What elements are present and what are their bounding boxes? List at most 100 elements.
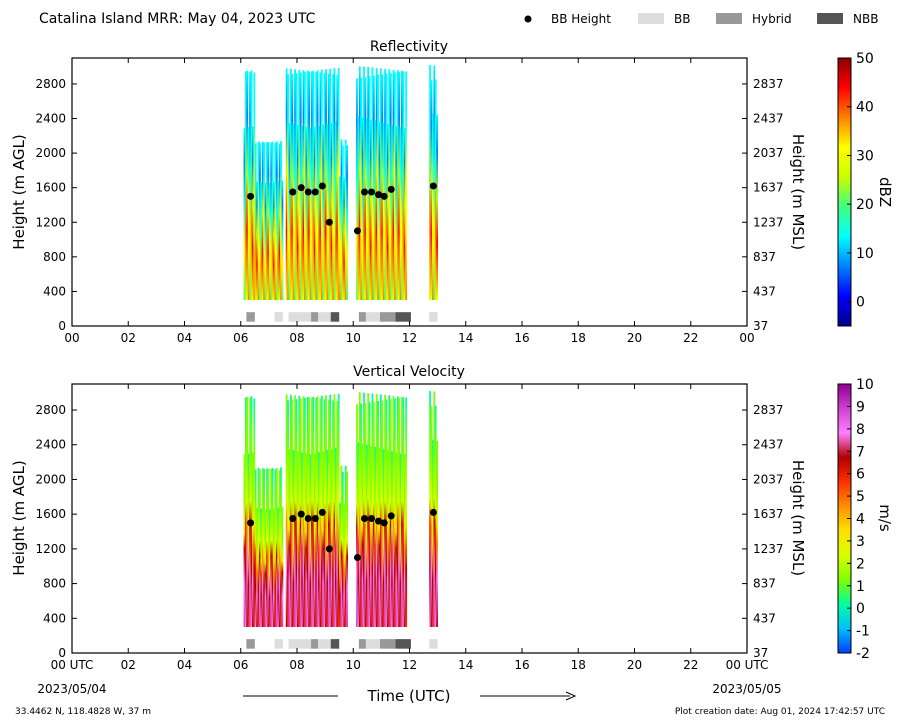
y-tick-label: 0	[58, 319, 66, 333]
legend-bb-height-marker	[524, 15, 532, 23]
bb-type-hybrid-bar	[246, 312, 255, 322]
data-column	[246, 70, 249, 301]
data-column	[315, 71, 318, 301]
legend-bb-label: BB	[674, 12, 690, 26]
data-column	[288, 449, 291, 627]
y-tick-label: 0	[58, 646, 66, 660]
data-column	[367, 393, 370, 627]
data-column	[285, 68, 288, 301]
data-column	[247, 127, 250, 301]
reflectivity-colorbar: 50 40 30 20 10 0	[837, 51, 874, 327]
data-column	[268, 182, 271, 301]
data-column	[304, 71, 306, 301]
y-tick-label: 2400	[35, 112, 66, 126]
x-tick-label: 00 UTC	[726, 658, 769, 672]
data-column	[277, 181, 280, 301]
data-column	[381, 400, 384, 627]
bb-height-point	[353, 227, 361, 235]
data-column	[395, 126, 398, 301]
data-column	[244, 71, 247, 301]
data-column	[325, 69, 327, 301]
bb-height-point	[297, 510, 305, 518]
data-column	[432, 439, 434, 627]
colorbar-gradient	[837, 57, 852, 327]
bb-height-point	[318, 182, 326, 190]
bb-type-nbb-bar	[330, 312, 340, 322]
data-column	[395, 452, 398, 627]
bb-height-markers	[247, 182, 437, 235]
bb-type-bb-bar	[429, 312, 438, 322]
data-column	[333, 394, 336, 627]
x-tick-label: 04	[177, 331, 192, 345]
bb-type-bb-bar	[365, 312, 380, 322]
colorbar-tick-label: 10	[856, 246, 874, 262]
data-column	[297, 451, 299, 627]
arrow-right-icon	[565, 691, 577, 701]
bb-height-point	[429, 508, 437, 516]
data-column	[367, 67, 370, 301]
data-column	[253, 72, 256, 301]
data-column	[398, 397, 401, 627]
data-column	[270, 142, 273, 301]
data-column	[371, 67, 374, 301]
data-column	[306, 70, 309, 301]
bb-height-point	[361, 188, 368, 196]
data-column	[356, 404, 358, 627]
data-column	[378, 447, 381, 627]
data-column	[318, 452, 320, 627]
data-column	[309, 128, 312, 301]
data-column	[346, 145, 349, 301]
data-column	[430, 80, 433, 301]
bb-height-point	[325, 218, 333, 226]
data-column	[254, 469, 257, 627]
x-tick-label: 06	[233, 331, 248, 345]
x-tick-label: 12	[402, 331, 417, 345]
data-column	[287, 400, 289, 627]
data-column	[337, 393, 340, 627]
data-column	[281, 506, 284, 627]
data-column	[295, 73, 298, 301]
colorbar-tick-label: 9	[856, 399, 865, 415]
colorbar-tick-label: 1	[856, 579, 865, 595]
data-column	[294, 395, 296, 627]
x-tick-label: 00	[64, 331, 79, 345]
bb-type-bars	[246, 312, 438, 322]
plot-frame	[71, 57, 748, 327]
bb-type-nbb-bar	[395, 312, 411, 322]
data-column	[250, 70, 253, 301]
data-column	[309, 454, 312, 627]
legend-nbb-label: NBB	[853, 12, 878, 26]
data-column	[434, 79, 437, 301]
data-column	[304, 397, 306, 627]
data-column	[247, 453, 250, 627]
bb-type-hybrid-bar	[379, 312, 396, 322]
data-column	[343, 177, 346, 301]
data-column	[364, 403, 367, 627]
y-tick-label-right: 2837	[753, 77, 784, 91]
data-column	[260, 182, 263, 301]
data-column	[260, 508, 263, 627]
bb-height-point	[297, 184, 305, 192]
colorbar-tick-label: -1	[856, 624, 870, 640]
data-column	[280, 140, 282, 301]
data-column	[311, 397, 313, 627]
y-tick-label: 400	[43, 611, 66, 625]
velocity-title: Vertical Velocity	[353, 364, 465, 380]
data-column	[377, 74, 379, 301]
data-column	[316, 396, 319, 627]
bb-height-point	[375, 191, 383, 199]
x-tick-label: 16	[514, 331, 529, 345]
data-column	[388, 395, 391, 627]
data-column	[334, 121, 337, 301]
data-column	[401, 396, 403, 627]
colorbar-tick-label: 7	[856, 444, 865, 460]
bb-type-hybrid-bar	[358, 639, 366, 649]
data-column	[271, 468, 274, 627]
reflectivity-title: Reflectivity	[370, 39, 448, 55]
data-column	[360, 77, 363, 301]
bb-type-bb-bar	[429, 639, 438, 649]
data-column	[372, 401, 375, 627]
data-column	[379, 68, 382, 301]
